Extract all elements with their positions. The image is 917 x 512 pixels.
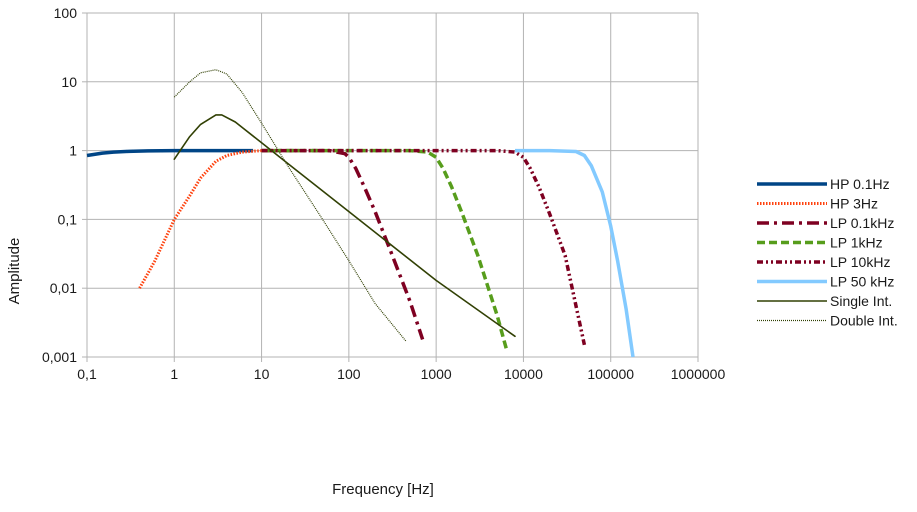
legend-label: LP 10kHz [830,254,890,270]
legend-item: Double Int. [757,313,898,329]
y-tick-label: 1 [69,143,77,159]
legend-label: LP 0.1kHz [830,215,894,231]
legend-item: LP 10kHz [757,254,890,270]
y-tick-label: 0,1 [58,211,78,227]
x-tick-label: 1000 [421,366,452,382]
series-line-6 [173,114,516,338]
legend-label: Double Int. [830,313,898,329]
legend-item: LP 50 kHz [757,274,894,290]
legend: HP 0.1Hz HP 3Hz LP 0.1kHz LP 1kHz LP 10kHz LP… [757,176,898,329]
series-line-7 [173,69,407,342]
x-tick-label: 10 [254,366,270,382]
x-tick-label: 1000000 [671,366,726,382]
legend-label: LP 1kHz [830,235,883,251]
x-axis-label: Frequency [Hz] [332,481,434,498]
legend-item: LP 1kHz [757,235,883,251]
y-tick-label: 0,001 [42,349,77,365]
x-tick-label: 1 [170,366,178,382]
legend-label: LP 50 kHz [830,274,894,290]
series-line-4 [261,148,587,346]
series-lines [86,69,635,358]
series-line-1 [138,149,262,289]
legend-item: HP 0.1Hz [757,176,890,192]
series-line-5 [515,148,635,358]
x-tick-label: 100 [337,366,361,382]
series-line-2 [261,148,425,340]
axes [82,12,699,362]
x-tick-label: 100000 [587,366,634,382]
legend-label: HP 0.1Hz [830,176,890,192]
y-tick-label: 0,01 [50,280,77,296]
x-tick-label: 0,1 [77,366,97,382]
series-line-0 [86,148,254,158]
legend-item: Single Int. [757,293,892,309]
legend-item: LP 0.1kHz [757,215,894,231]
legend-label: HP 3Hz [830,196,878,212]
legend-label: Single Int. [830,293,892,309]
y-tick-label: 10 [61,74,77,90]
grid [86,12,699,358]
x-tick-labels: 0,1 1 10 100 1000 10000 100000 1000000 [77,366,725,382]
x-tick-label: 10000 [504,366,543,382]
y-axis-label: Amplitude [6,238,23,305]
series-line-3 [261,148,509,353]
legend-item: HP 3Hz [757,196,878,212]
y-tick-label: 100 [54,5,78,21]
y-tick-labels: 0,001 0,01 0,1 1 10 100 [42,5,77,365]
